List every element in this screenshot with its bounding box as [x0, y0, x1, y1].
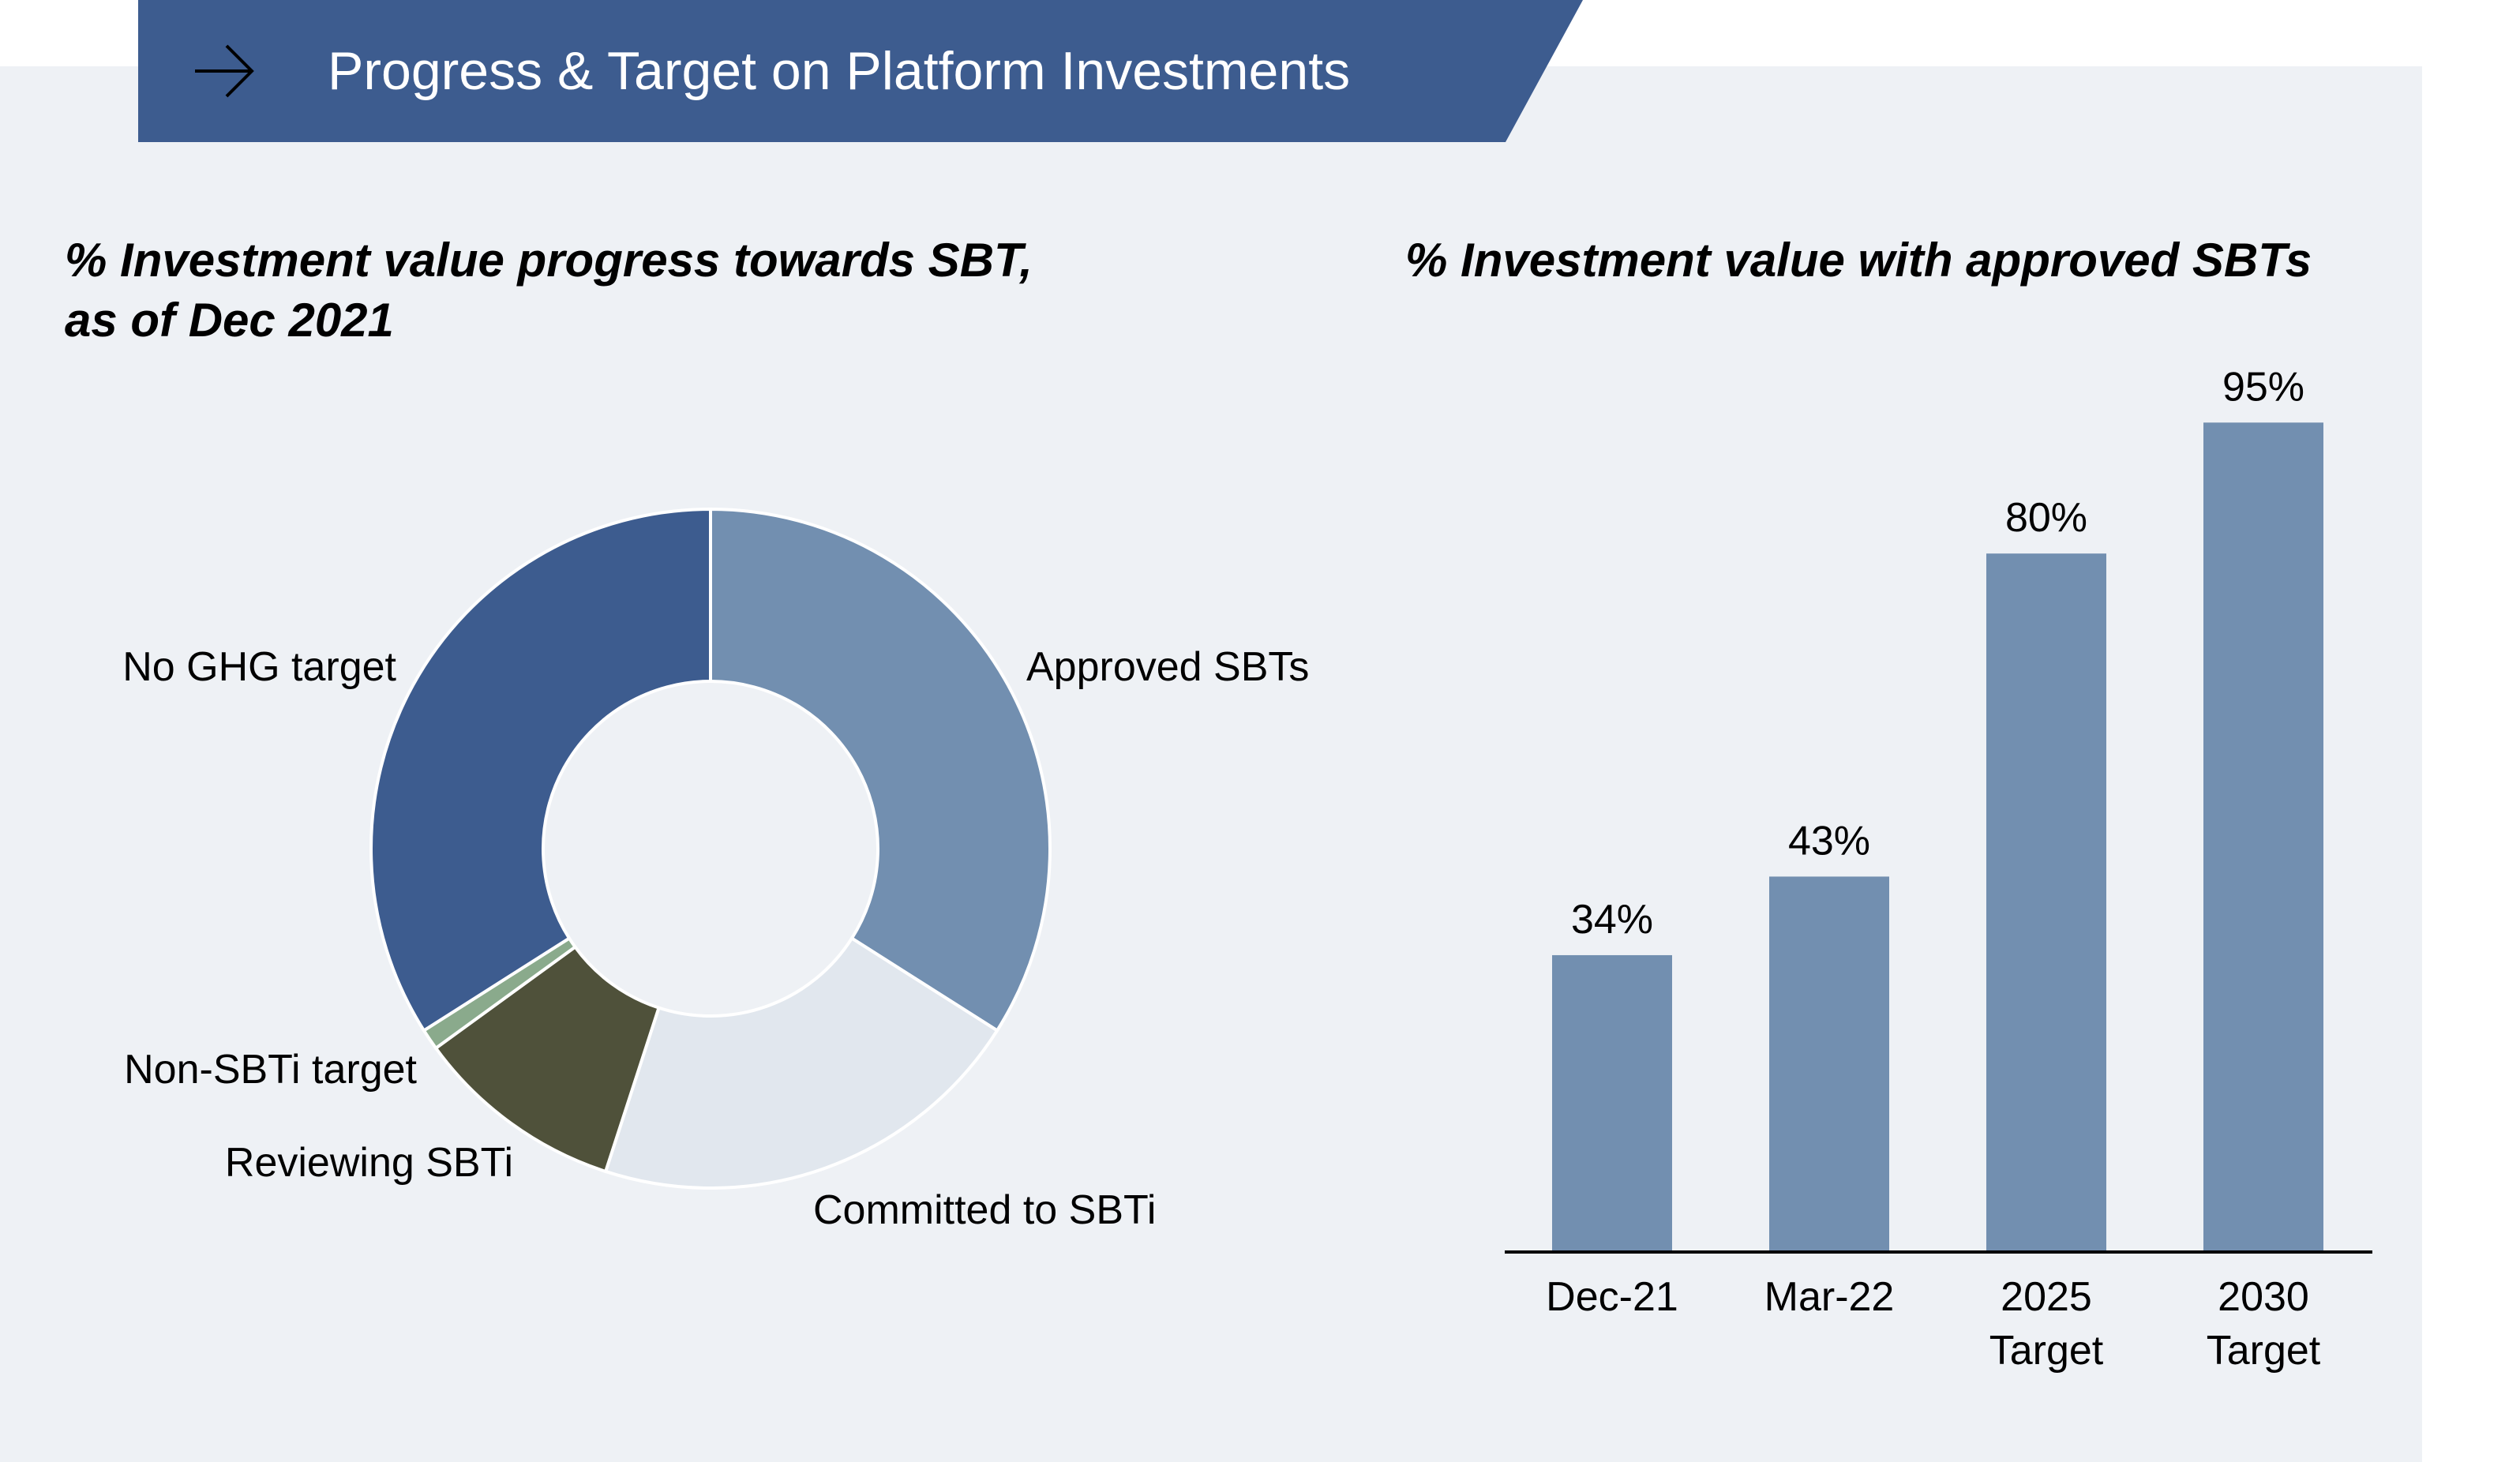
bar-category-label: Mar-22 [1764, 1274, 1895, 1320]
donut-chart: Approved SBTs Committed to SBTi Reviewing … [122, 507, 1309, 1233]
donut-slice-committed-to-sbti [603, 935, 999, 1190]
bar-value-label: 34% [1571, 897, 1653, 943]
arrow-right-icon [195, 44, 254, 98]
banner-shape [138, 0, 1583, 142]
header-banner: Progress & Target on Platform Investment… [138, 0, 1583, 142]
bar-value-label: 80% [2005, 495, 2087, 541]
donut-chart-title-line1: % Investment value progress towards SBT, [65, 234, 1033, 287]
bar-2 [1986, 553, 2106, 1252]
bar-3 [2203, 422, 2323, 1252]
bar-category-label: 2030 [2218, 1274, 2309, 1320]
donut-label-committed-to-sbti: Committed to SBTi [813, 1187, 1156, 1233]
bar-category-label: Target [2207, 1328, 2321, 1374]
bar-1 [1769, 876, 1889, 1252]
donut-label-no-ghg-target: No GHG target [122, 644, 396, 690]
bar-category-label: 2025 [2001, 1274, 2092, 1320]
bar-chart-title: % Investment value with approved SBTs [1405, 234, 2312, 287]
page-title: Progress & Target on Platform Investment… [328, 41, 1351, 101]
donut-chart-title-line2: as of Dec 2021 [65, 294, 394, 347]
donut-slice-reviewing-sbti [433, 944, 662, 1174]
donut-label-approved-sbts: Approved SBTs [1026, 644, 1309, 690]
bar-value-label: 43% [1788, 818, 1870, 864]
donut-label-reviewing-sbti: Reviewing SBTi [225, 1140, 513, 1186]
bar-category-label: Target [1989, 1328, 2104, 1374]
bar-value-label: 95% [2222, 364, 2304, 410]
donut-label-non-sbti-target: Non-SBTi target [124, 1047, 417, 1093]
bar-0 [1552, 954, 1672, 1252]
donut-slice-no-ghg-target [369, 507, 712, 1033]
donut-chart-title: % Investment value progress towards SBT,… [65, 231, 1033, 351]
donut-slice-approved-sbts [709, 507, 1052, 1033]
bar-chart: 34% Dec-21 43% Mar-22 80% 2025 Target 95% 2030 Ta… [1505, 364, 2372, 1374]
bar-category-label: Dec-21 [1546, 1274, 1678, 1320]
